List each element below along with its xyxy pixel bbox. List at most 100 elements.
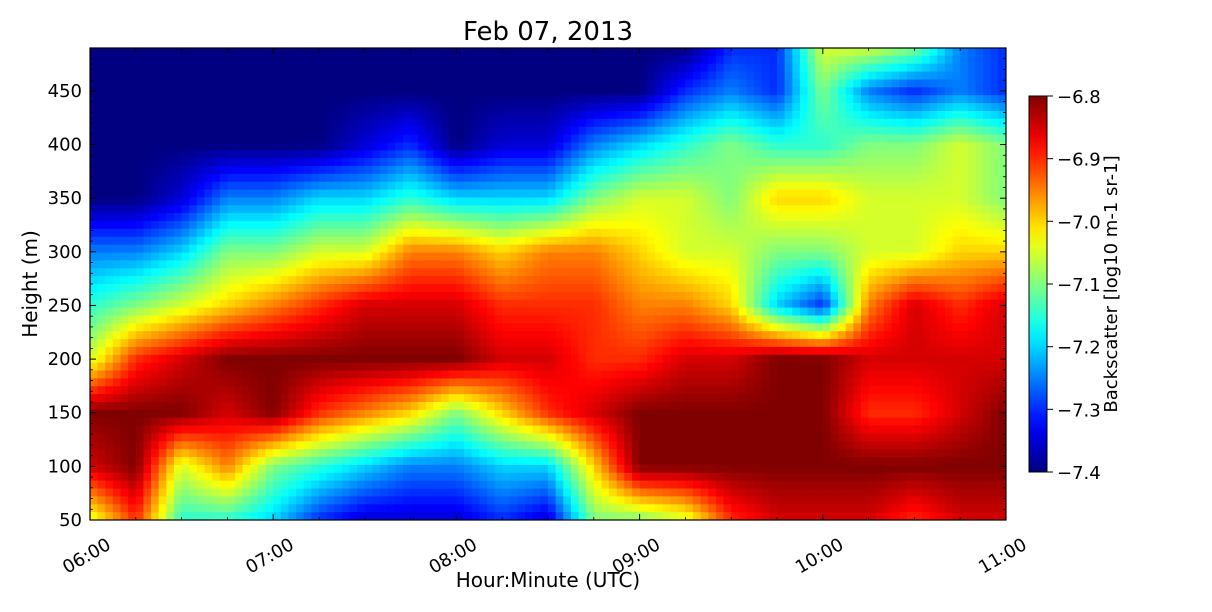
heatmap-cell [868,205,877,214]
heatmap-cell [120,118,129,128]
heatmap-cell [914,118,923,128]
heatmap-cell [303,315,312,324]
heatmap-cell [97,323,106,332]
heatmap-cell [738,339,748,348]
heatmap-cell [502,63,511,73]
heatmap-cell [257,142,267,151]
heatmap-cell [135,142,145,151]
heatmap-cell [120,181,129,191]
heatmap-cell [464,79,473,88]
heatmap-cell [227,63,236,73]
heatmap-cell [593,244,603,254]
heatmap-cell [700,299,709,309]
heatmap-cell [212,110,221,120]
heatmap-cell [509,134,519,143]
heatmap-cell [715,181,725,191]
heatmap-cell [311,252,320,261]
heatmap-cell [128,189,137,199]
heatmap-cell [975,236,984,246]
heatmap-cell [746,142,755,151]
heatmap-cell [708,48,717,57]
heatmap-cell [242,55,251,65]
heatmap-cell [517,189,526,199]
heatmap-cell [639,323,648,332]
heatmap-cell [983,252,992,261]
heatmap-cell [90,221,99,230]
heatmap-cell [914,221,923,230]
heatmap-cell [90,346,99,356]
heatmap-cell [120,126,129,136]
heatmap-cell [708,205,717,214]
heatmap-cell [227,173,236,183]
heatmap-cell [181,354,190,364]
heatmap-cell [708,284,717,293]
heatmap-cell [654,228,664,238]
heatmap-cell [792,158,801,167]
heatmap-cell [319,323,328,332]
heatmap-cell [532,315,541,324]
heatmap-cell [173,228,183,238]
heatmap-cell [700,71,709,81]
heatmap-cell [448,221,457,230]
heatmap-cell [303,134,312,143]
heatmap-cell [212,189,221,199]
heatmap-cell [173,48,183,57]
heatmap-cell [983,339,992,348]
heatmap-cell [838,260,847,269]
heatmap-cell [967,63,977,73]
heatmap-cell [280,189,290,199]
heatmap-cell [631,331,641,340]
heatmap-cell [967,173,977,183]
heatmap-cell [906,213,915,222]
heatmap-cell [639,315,648,324]
heatmap-cell [97,331,106,340]
heatmap-cell [105,339,114,348]
heatmap-cell [616,95,625,104]
heatmap-cell [639,221,648,230]
heatmap-cell [410,181,419,191]
heatmap-cell [822,205,832,214]
heatmap-cell [548,158,557,167]
heatmap-cell [280,291,290,301]
heatmap-cell [784,354,793,364]
heatmap-cell [899,284,908,293]
heatmap-cell [273,79,282,88]
heatmap-cell [563,110,572,120]
heatmap-cell [990,284,999,293]
heatmap-cell [303,291,312,301]
heatmap-cell [891,307,900,317]
heatmap-cell [227,291,236,301]
heatmap-cell [769,213,778,222]
heatmap-cell [456,291,465,301]
heatmap-cell [693,331,702,340]
heatmap-cell [212,331,221,340]
heatmap-cell [815,55,824,65]
heatmap-cell [387,252,396,261]
heatmap-cell [112,189,122,199]
heatmap-cell [372,150,381,159]
heatmap-cell [97,181,106,191]
heatmap-cell [341,221,351,230]
heatmap-cell [990,126,999,136]
heatmap-cell [525,103,534,112]
heatmap-cell [105,55,114,65]
heatmap-cell [731,95,740,104]
heatmap-cell [540,260,549,269]
heatmap-cell [151,110,160,120]
heatmap-cell [242,189,251,199]
heatmap-cell [151,189,160,199]
heatmap-cell [838,197,847,206]
heatmap-cell [998,228,1006,238]
heatmap-cell [433,189,442,199]
heatmap-cell [181,236,190,246]
heatmap-cell [616,339,625,348]
heatmap-cell [700,339,709,348]
heatmap-cell [967,118,977,128]
heatmap-cell [708,323,717,332]
heatmap-cell [624,48,633,57]
heatmap-cell [296,276,305,285]
heatmap-cell [838,244,847,254]
heatmap-cell [280,284,290,293]
heatmap-cell [731,48,740,57]
heatmap-cell [883,118,893,128]
